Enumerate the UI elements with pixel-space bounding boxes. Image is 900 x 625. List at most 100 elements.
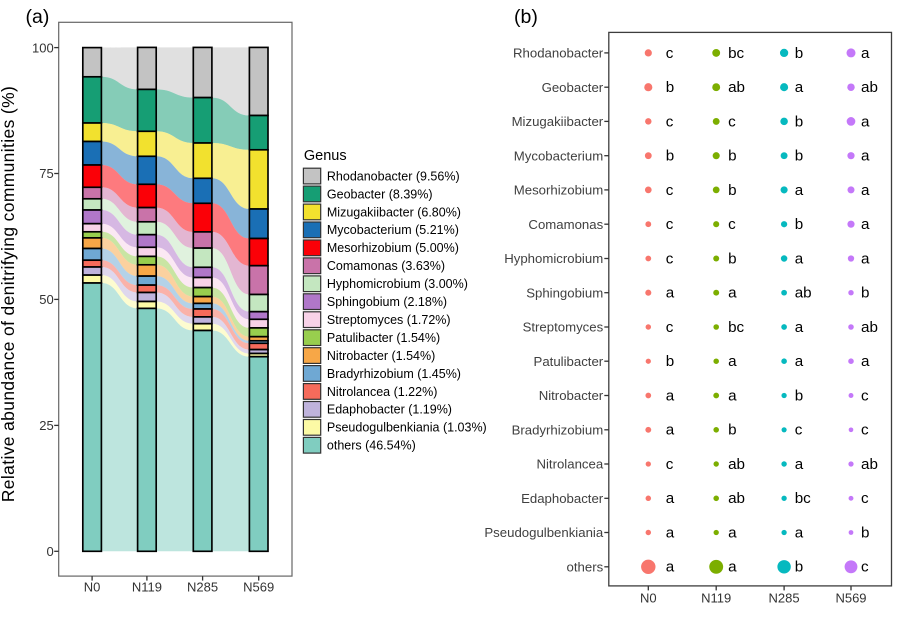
svg-text:b: b — [666, 79, 674, 96]
svg-text:others: others — [567, 560, 604, 575]
svg-text:Geobacter (8.39%): Geobacter (8.39%) — [327, 187, 433, 201]
svg-text:a: a — [666, 524, 675, 541]
svg-text:b: b — [666, 353, 674, 370]
svg-text:c: c — [861, 387, 869, 404]
svg-text:ab: ab — [728, 456, 745, 473]
svg-text:N569: N569 — [243, 579, 274, 594]
svg-text:c: c — [666, 319, 674, 336]
svg-text:a: a — [861, 113, 870, 130]
svg-text:Hyphomicrobium: Hyphomicrobium — [504, 251, 603, 266]
svg-text:a: a — [728, 387, 737, 404]
svg-text:Mizugakiibacter: Mizugakiibacter — [512, 114, 604, 129]
svg-text:b: b — [728, 148, 736, 165]
svg-text:Nitrolancea (1.22%): Nitrolancea (1.22%) — [327, 385, 437, 399]
svg-text:Sphingobium (2.18%): Sphingobium (2.18%) — [327, 295, 447, 309]
svg-text:b: b — [795, 113, 803, 130]
svg-text:c: c — [666, 216, 674, 233]
svg-text:a: a — [728, 559, 737, 576]
svg-text:a: a — [728, 353, 737, 370]
svg-text:b: b — [728, 182, 736, 199]
svg-text:c: c — [666, 182, 674, 199]
svg-text:Nitrolancea: Nitrolancea — [536, 457, 603, 472]
svg-text:bc: bc — [728, 45, 744, 62]
svg-text:c: c — [666, 113, 674, 130]
svg-text:(b): (b) — [514, 6, 538, 28]
svg-text:N119: N119 — [132, 579, 162, 594]
svg-text:c: c — [861, 422, 869, 439]
svg-text:a: a — [666, 559, 675, 576]
svg-text:Patulibacter: Patulibacter — [534, 354, 604, 369]
svg-text:N285: N285 — [769, 590, 800, 605]
svg-text:Rhodanobacter (9.56%): Rhodanobacter (9.56%) — [327, 169, 460, 183]
svg-text:c: c — [728, 113, 736, 130]
svg-text:a: a — [795, 456, 804, 473]
svg-text:100: 100 — [32, 40, 54, 55]
svg-text:ab: ab — [728, 79, 745, 96]
svg-text:a: a — [728, 285, 737, 302]
svg-text:Comamonas (3.63%): Comamonas (3.63%) — [327, 259, 445, 273]
svg-text:a: a — [795, 182, 804, 199]
svg-text:a: a — [861, 216, 870, 233]
svg-text:b: b — [728, 250, 736, 267]
svg-text:a: a — [795, 524, 804, 541]
svg-text:ab: ab — [861, 456, 878, 473]
svg-text:75: 75 — [39, 166, 53, 181]
svg-text:a: a — [861, 250, 870, 267]
svg-text:25: 25 — [39, 418, 53, 433]
svg-text:c: c — [795, 422, 803, 439]
svg-text:c: c — [861, 490, 869, 507]
svg-text:Pseudogulbenkiania: Pseudogulbenkiania — [484, 525, 603, 540]
svg-text:c: c — [861, 559, 869, 576]
svg-text:(a): (a) — [26, 6, 50, 28]
svg-text:Pseudogulbenkiania (1.03%): Pseudogulbenkiania (1.03%) — [327, 421, 487, 435]
svg-text:Mizugakiibacter (6.80%): Mizugakiibacter (6.80%) — [327, 205, 461, 219]
svg-text:c: c — [666, 456, 674, 473]
svg-text:Edaphobacter: Edaphobacter — [521, 491, 604, 506]
svg-text:Mesorhizobium: Mesorhizobium — [514, 183, 603, 198]
svg-text:bc: bc — [728, 319, 744, 336]
svg-text:ab: ab — [728, 490, 745, 507]
svg-text:Sphingobium: Sphingobium — [526, 285, 603, 300]
svg-text:b: b — [795, 387, 803, 404]
svg-text:Nitrobacter: Nitrobacter — [539, 388, 604, 403]
svg-text:c: c — [728, 216, 736, 233]
svg-text:a: a — [728, 524, 737, 541]
svg-text:a: a — [795, 250, 804, 267]
svg-text:Rhodanobacter: Rhodanobacter — [513, 46, 604, 61]
svg-text:a: a — [861, 148, 870, 165]
svg-text:ab: ab — [795, 285, 812, 302]
svg-text:Mesorhizobium (5.00%): Mesorhizobium (5.00%) — [327, 241, 459, 255]
svg-text:Geobacter: Geobacter — [542, 80, 604, 95]
svg-text:ab: ab — [861, 79, 878, 96]
svg-text:a: a — [666, 387, 675, 404]
svg-text:a: a — [861, 353, 870, 370]
svg-text:a: a — [795, 353, 804, 370]
svg-text:N285: N285 — [187, 579, 218, 594]
svg-text:b: b — [795, 216, 803, 233]
svg-text:b: b — [795, 45, 803, 62]
svg-text:0: 0 — [46, 544, 53, 559]
svg-text:Edaphobacter (1.19%): Edaphobacter (1.19%) — [327, 403, 452, 417]
svg-text:c: c — [666, 45, 674, 62]
svg-text:Bradyrhizobium: Bradyrhizobium — [512, 423, 604, 438]
svg-text:b: b — [795, 559, 803, 576]
svg-text:Patulibacter (1.54%): Patulibacter (1.54%) — [327, 331, 440, 345]
svg-text:a: a — [666, 490, 675, 507]
svg-text:Mycobacterium (5.21%): Mycobacterium (5.21%) — [327, 223, 459, 237]
svg-text:a: a — [861, 182, 870, 199]
svg-text:Streptomyces (1.72%): Streptomyces (1.72%) — [327, 313, 451, 327]
svg-text:b: b — [861, 524, 869, 541]
svg-text:N0: N0 — [640, 590, 657, 605]
svg-text:N0: N0 — [84, 579, 101, 594]
svg-text:Nitrobacter (1.54%): Nitrobacter (1.54%) — [327, 349, 435, 363]
svg-text:a: a — [666, 422, 675, 439]
svg-text:Relative abundance of denitrif: Relative abundance of denitrifying commu… — [0, 86, 18, 502]
svg-text:N119: N119 — [701, 590, 731, 605]
svg-text:Mycobacterium: Mycobacterium — [514, 148, 603, 163]
svg-text:50: 50 — [39, 292, 53, 307]
svg-text:b: b — [666, 148, 674, 165]
svg-text:a: a — [795, 319, 804, 336]
svg-text:bc: bc — [795, 490, 811, 507]
svg-text:N569: N569 — [835, 590, 866, 605]
svg-text:b: b — [795, 148, 803, 165]
